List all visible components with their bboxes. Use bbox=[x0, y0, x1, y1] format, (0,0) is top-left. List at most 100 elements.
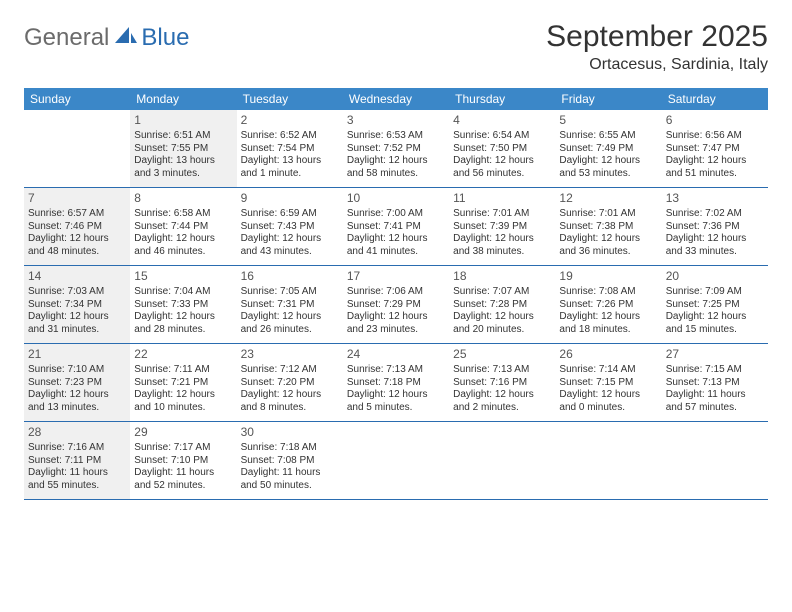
day-number: 10 bbox=[347, 191, 445, 206]
title-block: September 2025 Ortacesus, Sardinia, Ital… bbox=[546, 20, 768, 74]
calendar-cell: 8 Sunrise: 6:58 AMSunset: 7:44 PMDaylight… bbox=[130, 188, 236, 266]
calendar-cell bbox=[662, 422, 768, 500]
calendar-cell: 28Sunrise: 7:16 AMSunset: 7:11 PMDayligh… bbox=[24, 422, 130, 500]
weekday-label: Saturday bbox=[662, 88, 768, 110]
day-number: 2 bbox=[241, 113, 339, 128]
sun-info-line: Daylight: 12 hours and 41 minutes. bbox=[347, 233, 445, 258]
sun-info-line: Sunset: 7:43 PM bbox=[241, 221, 339, 234]
sun-info-line: Daylight: 12 hours and 58 minutes. bbox=[347, 155, 445, 180]
calendar-cell: 4Sunrise: 6:54 AMSunset: 7:50 PMDaylight… bbox=[449, 110, 555, 188]
weekday-label: Friday bbox=[555, 88, 661, 110]
calendar-cell: 19 Sunrise: 7:08 AMSunset: 7:26 PMDayligh… bbox=[555, 266, 661, 344]
calendar-cell: 7Sunrise: 6:57 AMSunset: 7:46 PMDaylight… bbox=[24, 188, 130, 266]
sun-info-line: Daylight: 12 hours and 36 minutes. bbox=[559, 233, 657, 258]
calendar-cell bbox=[24, 110, 130, 188]
sun-info-line: Daylight: 12 hours and 13 minutes. bbox=[28, 389, 126, 414]
sun-info-line: Daylight: 12 hours and 0 minutes. bbox=[559, 389, 657, 414]
sun-info-line: Daylight: 11 hours and 50 minutes. bbox=[241, 467, 339, 492]
sun-info-line: Sunset: 7:46 PM bbox=[28, 221, 126, 234]
sun-info-line: Daylight: 12 hours and 20 minutes. bbox=[453, 311, 551, 336]
calendar-cell: 12Sunrise: 7:01 AMSunset: 7:38 PMDayligh… bbox=[555, 188, 661, 266]
day-number: 11 bbox=[453, 191, 551, 206]
day-number: 12 bbox=[559, 191, 657, 206]
day-number: 26 bbox=[559, 347, 657, 362]
logo-sail-icon bbox=[113, 25, 139, 52]
sun-info-line: Sunset: 7:26 PM bbox=[559, 299, 657, 312]
day-number: 16 bbox=[241, 269, 339, 284]
day-number: 8 bbox=[134, 191, 232, 206]
sun-info-line: Sunrise: 6:53 AM bbox=[347, 130, 445, 143]
calendar-cell: 2Sunrise: 6:52 AMSunset: 7:54 PMDaylight… bbox=[237, 110, 343, 188]
calendar-cell: 5Sunrise: 6:55 AMSunset: 7:49 PMDaylight… bbox=[555, 110, 661, 188]
day-number: 5 bbox=[559, 113, 657, 128]
sun-info-line: Daylight: 12 hours and 8 minutes. bbox=[241, 389, 339, 414]
sun-info-line: Sunrise: 7:13 AM bbox=[347, 364, 445, 377]
sun-info-line: Sunrise: 6:57 AM bbox=[28, 208, 126, 221]
sun-info-line: Sunset: 7:15 PM bbox=[559, 377, 657, 390]
weekday-label: Wednesday bbox=[343, 88, 449, 110]
sun-info-line: Daylight: 12 hours and 48 minutes. bbox=[28, 233, 126, 258]
weekday-header-row: SundayMondayTuesdayWednesdayThursdayFrid… bbox=[24, 88, 768, 110]
calendar-cell bbox=[343, 422, 449, 500]
sun-info-line: Daylight: 12 hours and 10 minutes. bbox=[134, 389, 232, 414]
sun-info-line: Sunset: 7:55 PM bbox=[134, 143, 232, 156]
calendar-cell: 27Sunrise: 7:15 AMSunset: 7:13 PMDayligh… bbox=[662, 344, 768, 422]
month-title: September 2025 bbox=[546, 20, 768, 54]
sun-info-line: Sunrise: 7:11 AM bbox=[134, 364, 232, 377]
calendar-cell: 11Sunrise: 7:01 AMSunset: 7:39 PMDayligh… bbox=[449, 188, 555, 266]
sun-info-line: Sunset: 7:50 PM bbox=[453, 143, 551, 156]
sun-info-line: Sunset: 7:11 PM bbox=[28, 455, 126, 468]
sun-info-line: Sunrise: 6:51 AM bbox=[134, 130, 232, 143]
sun-info-line: Sunrise: 7:08 AM bbox=[559, 286, 657, 299]
sun-info-line: Sunset: 7:36 PM bbox=[666, 221, 764, 234]
calendar-cell: 10Sunrise: 7:00 AMSunset: 7:41 PMDayligh… bbox=[343, 188, 449, 266]
sun-info-line: Daylight: 12 hours and 43 minutes. bbox=[241, 233, 339, 258]
sun-info-line: Sunrise: 7:00 AM bbox=[347, 208, 445, 221]
sun-info-line: Daylight: 12 hours and 2 minutes. bbox=[453, 389, 551, 414]
sun-info-line: Sunset: 7:25 PM bbox=[666, 299, 764, 312]
day-number: 27 bbox=[666, 347, 764, 362]
sun-info-line: Daylight: 12 hours and 18 minutes. bbox=[559, 311, 657, 336]
sun-info-line: Sunset: 7:52 PM bbox=[347, 143, 445, 156]
logo: General Blue bbox=[24, 24, 189, 52]
day-number: 20 bbox=[666, 269, 764, 284]
day-number: 19 bbox=[559, 269, 657, 284]
sun-info-line: Daylight: 12 hours and 28 minutes. bbox=[134, 311, 232, 336]
sun-info-line: Sunrise: 7:13 AM bbox=[453, 364, 551, 377]
sun-info-line: Sunrise: 6:55 AM bbox=[559, 130, 657, 143]
calendar-cell: 30Sunrise: 7:18 AMSunset: 7:08 PMDayligh… bbox=[237, 422, 343, 500]
sun-info-line: Sunrise: 7:06 AM bbox=[347, 286, 445, 299]
day-number: 13 bbox=[666, 191, 764, 206]
day-number: 17 bbox=[347, 269, 445, 284]
sun-info-line: Sunrise: 6:58 AM bbox=[134, 208, 232, 221]
day-number: 21 bbox=[28, 347, 126, 362]
weekday-label: Sunday bbox=[24, 88, 130, 110]
calendar-cell: 21Sunrise: 7:10 AMSunset: 7:23 PMDayligh… bbox=[24, 344, 130, 422]
day-number: 24 bbox=[347, 347, 445, 362]
sun-info-line: Daylight: 12 hours and 33 minutes. bbox=[666, 233, 764, 258]
sun-info-line: Sunrise: 7:10 AM bbox=[28, 364, 126, 377]
calendar-cell: 1Sunrise: 6:51 AMSunset: 7:55 PMDaylight… bbox=[130, 110, 236, 188]
sun-info-line: Sunset: 7:44 PM bbox=[134, 221, 232, 234]
sun-info-line: Daylight: 12 hours and 46 minutes. bbox=[134, 233, 232, 258]
sun-info-line: Sunset: 7:33 PM bbox=[134, 299, 232, 312]
sun-info-line: Sunset: 7:08 PM bbox=[241, 455, 339, 468]
calendar-cell: 14Sunrise: 7:03 AMSunset: 7:34 PMDayligh… bbox=[24, 266, 130, 344]
calendar-cell: 25Sunrise: 7:13 AMSunset: 7:16 PMDayligh… bbox=[449, 344, 555, 422]
calendar-cell: 3Sunrise: 6:53 AMSunset: 7:52 PMDaylight… bbox=[343, 110, 449, 188]
sun-info-line: Sunset: 7:18 PM bbox=[347, 377, 445, 390]
sun-info-line: Sunset: 7:54 PM bbox=[241, 143, 339, 156]
sun-info-line: Sunrise: 7:01 AM bbox=[559, 208, 657, 221]
calendar-cell: 16Sunrise: 7:05 AMSunset: 7:31 PMDayligh… bbox=[237, 266, 343, 344]
weekday-label: Monday bbox=[130, 88, 236, 110]
calendar-cell bbox=[555, 422, 661, 500]
day-number: 30 bbox=[241, 425, 339, 440]
sun-info-line: Sunset: 7:29 PM bbox=[347, 299, 445, 312]
sun-info-line: Sunrise: 7:02 AM bbox=[666, 208, 764, 221]
sun-info-line: Sunrise: 6:54 AM bbox=[453, 130, 551, 143]
logo-text-general: General bbox=[24, 24, 109, 52]
sun-info-line: Sunrise: 7:12 AM bbox=[241, 364, 339, 377]
calendar-cell: 13 Sunrise: 7:02 AMSunset: 7:36 PMDayligh… bbox=[662, 188, 768, 266]
sun-info-line: Sunset: 7:28 PM bbox=[453, 299, 551, 312]
sun-info-line: Sunrise: 7:17 AM bbox=[134, 442, 232, 455]
